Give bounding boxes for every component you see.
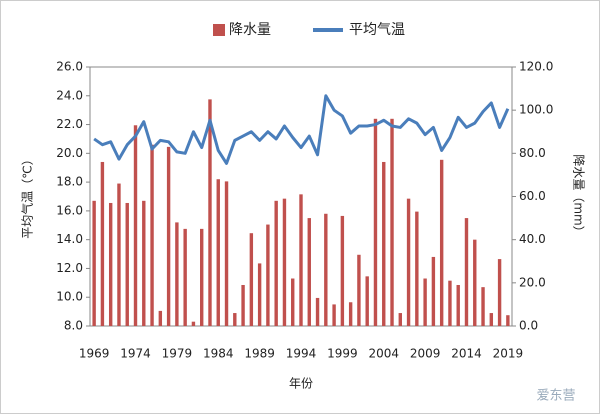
bar xyxy=(464,218,469,326)
x-tick-label: 2014 xyxy=(451,347,482,361)
bar xyxy=(489,313,494,326)
bar xyxy=(332,304,336,326)
bar xyxy=(92,200,96,326)
bar xyxy=(365,276,369,326)
x-tick-label: 1999 xyxy=(327,347,358,361)
bar xyxy=(340,215,345,326)
bar xyxy=(324,213,328,326)
bar xyxy=(274,200,278,326)
y-tick-label: 14.0 xyxy=(56,232,83,246)
y2-tick-label: 0.0 xyxy=(519,319,538,333)
bar xyxy=(398,313,402,326)
y2-tick-label: 100.0 xyxy=(519,103,553,117)
bar xyxy=(150,144,154,326)
bar xyxy=(183,228,187,326)
bar xyxy=(282,198,287,326)
x-tick-label: 2009 xyxy=(410,347,441,361)
bar xyxy=(439,159,444,326)
y2-tick-label: 20.0 xyxy=(519,275,546,289)
y-tick-label: 16.0 xyxy=(56,203,83,217)
bar xyxy=(125,202,129,326)
line xyxy=(93,94,510,165)
x-tick-label: 2019 xyxy=(493,347,524,361)
bar xyxy=(497,259,502,326)
y2-axis-title: 降水量（mm） xyxy=(572,154,586,237)
bar xyxy=(415,211,419,326)
bar xyxy=(506,315,510,326)
bar xyxy=(390,118,394,326)
legend-label: 降水量 xyxy=(229,22,271,38)
bar xyxy=(348,302,353,326)
bar xyxy=(291,278,295,326)
bar xyxy=(431,256,436,326)
bar xyxy=(158,310,163,326)
y-tick-label: 24.0 xyxy=(56,88,83,102)
x-axis-title: 年份 xyxy=(289,377,313,391)
bar xyxy=(100,161,105,326)
y2-tick-label: 40.0 xyxy=(519,232,546,246)
bar xyxy=(266,224,270,326)
bar xyxy=(133,125,138,327)
bar xyxy=(423,278,427,326)
y-tick-label: 26.0 xyxy=(56,60,83,74)
bar xyxy=(208,99,212,326)
x-tick-label: 1984 xyxy=(203,347,234,361)
bar xyxy=(241,284,245,326)
x-tick-label: 2004 xyxy=(368,347,399,361)
y-tick-label: 12.0 xyxy=(56,261,83,275)
bar xyxy=(382,161,386,326)
x-tick-label: 1974 xyxy=(120,347,151,361)
bar xyxy=(108,202,113,326)
y-tick-label: 10.0 xyxy=(56,290,83,304)
bar xyxy=(448,280,452,326)
x-tick-label: 1969 xyxy=(79,347,110,361)
bar xyxy=(473,239,477,326)
y2-tick-label: 120.0 xyxy=(519,60,553,74)
y-tick-label: 8.0 xyxy=(64,319,83,333)
bar xyxy=(175,222,179,326)
y-tick-label: 20.0 xyxy=(56,146,83,160)
y2-tick-label: 60.0 xyxy=(519,189,546,203)
bar xyxy=(117,183,121,326)
x-tick-label: 1994 xyxy=(286,347,317,361)
bar xyxy=(456,284,460,326)
bar xyxy=(142,200,146,326)
bar xyxy=(166,146,171,326)
x-tick-label: 1979 xyxy=(162,347,193,361)
y-tick-label: 22.0 xyxy=(56,117,83,131)
bar xyxy=(249,233,254,326)
bar xyxy=(406,198,411,326)
bar xyxy=(481,287,485,326)
bar xyxy=(315,297,320,326)
bar xyxy=(307,218,311,326)
bar xyxy=(373,118,378,326)
bar xyxy=(233,313,237,326)
watermark: 爱东营 xyxy=(536,389,575,404)
bar xyxy=(224,181,229,326)
y2-tick-label: 80.0 xyxy=(519,146,546,160)
bar xyxy=(257,263,262,326)
bar xyxy=(200,228,204,326)
legend-label: 平均气温 xyxy=(349,22,405,38)
legend-swatch xyxy=(213,24,225,36)
y-axis-title: 平均气温（℃） xyxy=(20,153,35,238)
y-tick-label: 18.0 xyxy=(56,175,83,189)
bar xyxy=(357,254,361,326)
x-tick-label: 1989 xyxy=(244,347,275,361)
bar xyxy=(216,179,220,326)
bar xyxy=(191,321,196,326)
bar xyxy=(299,194,303,326)
